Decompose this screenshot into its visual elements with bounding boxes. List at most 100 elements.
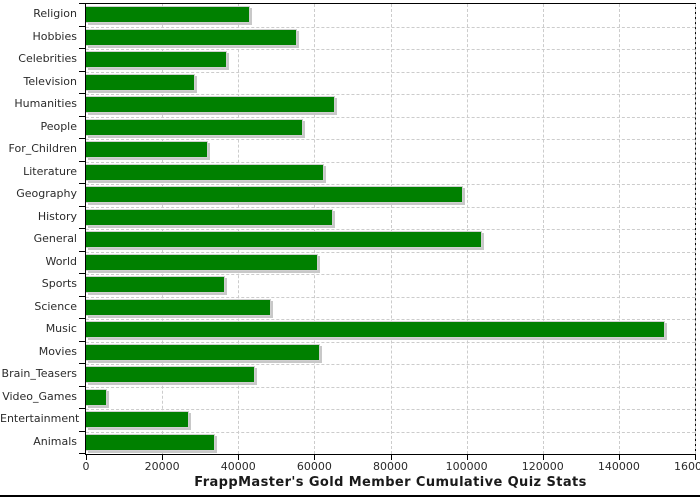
x-axis-tick-100000 (466, 455, 468, 460)
y-axis-tick-12 (79, 273, 85, 274)
category-label-sports: Sports (41, 277, 77, 290)
horizontal-gridline-1 (86, 26, 695, 28)
x-tick-label-60000: 60000 (296, 460, 332, 473)
horizontal-gridline-12 (86, 274, 695, 275)
y-axis-tick-1 (79, 25, 85, 27)
bar-for-children (86, 141, 208, 158)
horizontal-gridline-14 (86, 319, 695, 320)
horizontal-gridline-10 (86, 229, 695, 230)
category-label-general: General (33, 232, 77, 245)
y-axis-tick-3 (79, 70, 85, 72)
y-axis-tick-4 (79, 93, 85, 94)
y-axis-labels: Religion Hobbies Celebrities Television Huma… (0, 4, 80, 454)
category-label-music: Music (45, 322, 77, 335)
y-axis-tick-10 (79, 228, 85, 229)
bar-celebrities (86, 51, 227, 68)
bar-general (86, 231, 482, 248)
bar-movies (86, 343, 321, 361)
category-label-history: History (37, 209, 77, 223)
x-tick-label-20000: 20000 (144, 460, 180, 473)
category-label-religion: Religion (33, 7, 77, 20)
x-tick-label-140000: 140000 (597, 460, 640, 473)
y-axis-tick-17 (79, 385, 85, 387)
category-label-science: Science (34, 299, 77, 313)
horizontal-gridline-15 (86, 341, 695, 343)
y-axis-tick-9 (79, 205, 85, 207)
plot-area (85, 3, 696, 455)
horizontal-gridline-3 (86, 71, 695, 73)
y-axis-tick-0 (79, 3, 85, 4)
y-axis-tick-5 (79, 115, 85, 117)
bar-sports (86, 276, 225, 293)
horizontal-gridline-2 (86, 49, 695, 50)
horizontal-gridline-6 (86, 139, 695, 140)
category-label-animals: Animals (33, 434, 77, 448)
category-label-brain-teasers: Brain_Teasers (1, 367, 77, 380)
x-tick-label-120000: 120000 (521, 460, 564, 473)
y-axis-tick-18 (79, 408, 85, 409)
y-axis-tick-14 (79, 318, 85, 319)
bar-animals (86, 433, 216, 451)
x-axis-tick-160000 (695, 455, 696, 460)
horizontal-gridline-16 (86, 364, 695, 365)
x-tick-label-0: 0 (82, 460, 90, 473)
x-axis-tick-80000 (390, 455, 392, 460)
category-label-humanities: Humanities (14, 97, 77, 110)
horizontal-gridline-5 (86, 116, 695, 118)
x-axis-tick-20000 (162, 455, 164, 460)
y-axis-tick-13 (79, 295, 85, 297)
x-tick-label-100000: 100000 (445, 460, 488, 473)
bar-literature (86, 163, 324, 181)
category-label-world: World (45, 254, 77, 268)
horizontal-gridline-11 (86, 251, 695, 253)
x-axis-tick-40000 (238, 455, 240, 460)
x-axis-tick-120000 (542, 455, 544, 460)
horizontal-gridline-7 (86, 161, 695, 163)
x-axis-tick-0 (86, 455, 87, 460)
horizontal-gridline-13 (86, 296, 695, 298)
y-axis-tick-2 (79, 48, 85, 49)
x-tick-label-40000: 40000 (220, 460, 256, 473)
bar-music (86, 321, 665, 338)
x-tick-label-80000: 80000 (373, 460, 408, 473)
horizontal-gridline-18 (86, 409, 695, 410)
y-axis-tick-7 (79, 160, 85, 162)
bar-history (86, 208, 334, 226)
category-label-movies: Movies (38, 344, 77, 358)
category-label-celebrities: Celebrities (18, 52, 77, 65)
bar-world (86, 253, 319, 271)
bar-television (86, 73, 195, 91)
y-axis-tick-16 (79, 363, 85, 364)
x-tick-label-160000: 160000 (674, 460, 700, 473)
y-axis-tick-11 (79, 250, 85, 252)
category-label-television: Television (23, 74, 78, 88)
horizontal-gridline-8 (86, 184, 695, 185)
category-label-geography: Geography (16, 187, 77, 200)
category-label-entertainment: Entertainment (0, 412, 80, 425)
bar-religion (86, 6, 250, 23)
bar-geography (86, 186, 463, 203)
x-axis-tick-140000 (618, 455, 620, 460)
category-label-literature: Literature (23, 164, 77, 178)
horizontal-gridline-9 (86, 206, 695, 208)
chart-title: FrappMaster's Gold Member Cumulative Qui… (194, 475, 587, 490)
category-label-for-children: For_Children (8, 142, 77, 155)
y-axis-tick-6 (79, 138, 85, 139)
y-axis-tick-19 (79, 430, 85, 432)
horizontal-gridline-4 (86, 94, 695, 95)
horizontal-gridline-19 (86, 431, 695, 433)
category-label-hobbies: Hobbies (32, 29, 77, 43)
x-axis-tick-60000 (314, 455, 316, 460)
bar-hobbies (86, 28, 298, 46)
bar-science (86, 298, 271, 316)
y-axis-tick-15 (79, 340, 85, 342)
category-label-people: People (40, 119, 77, 133)
category-label-video-games: Video_Games (2, 389, 77, 403)
vertical-gridline-160000 (695, 4, 696, 454)
bar-video-games (86, 388, 107, 406)
bar-humanities (86, 96, 336, 113)
bottom-border-line (0, 495, 700, 497)
bar-brain-teasers (86, 366, 256, 383)
horizontal-gridline-17 (86, 386, 695, 388)
